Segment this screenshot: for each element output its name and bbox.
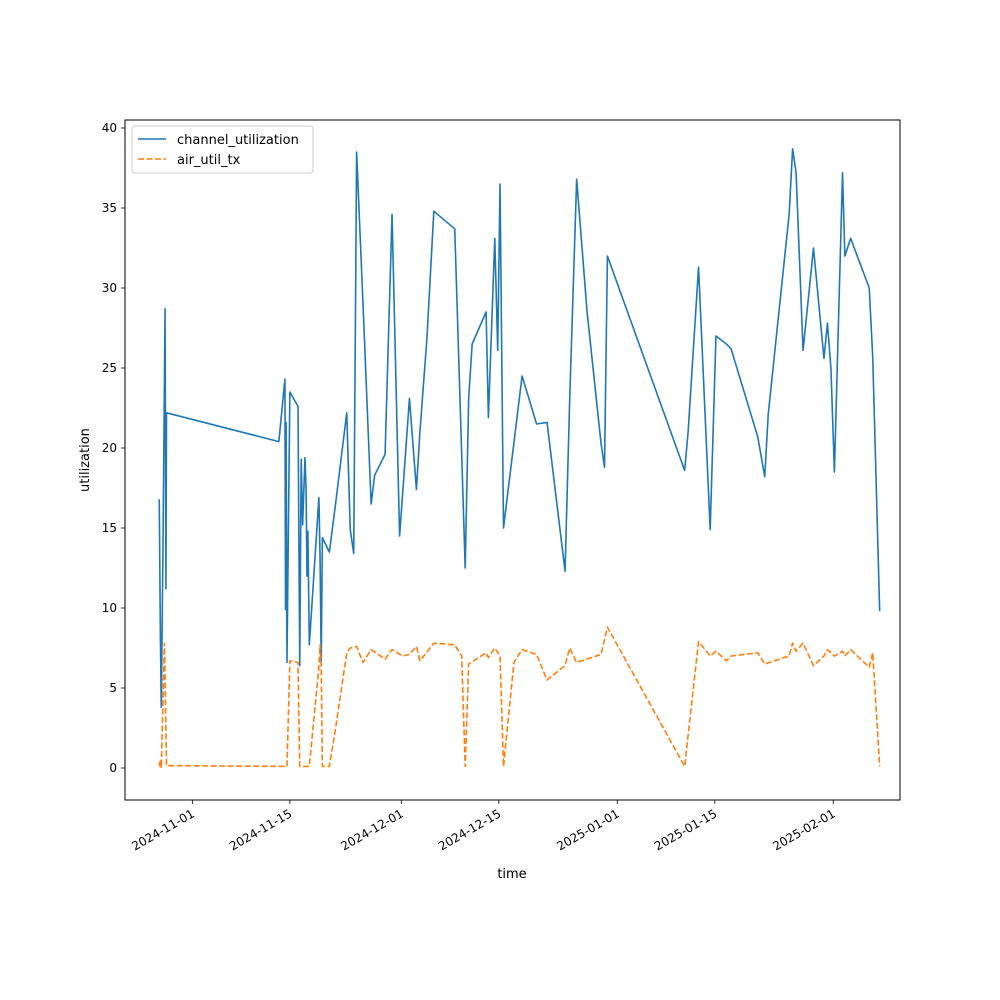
series-layer (158, 148, 881, 769)
plot-frame (124, 119, 901, 801)
y-tick-label: 15 (102, 521, 117, 535)
legend-label-air-util-tx: air_util_tx (177, 153, 241, 168)
legend-label-channel-utilization: channel_utilization (177, 133, 299, 148)
y-tick-label: 0 (109, 761, 117, 775)
legend-frame (131, 125, 314, 174)
x-axis-label: time (497, 867, 526, 882)
y-tick-label: 10 (102, 601, 117, 615)
y-tick-label: 25 (102, 361, 117, 375)
y-tick-label: 30 (102, 281, 117, 295)
y-tick-label: 40 (102, 121, 117, 135)
y-tick-label: 35 (102, 201, 117, 215)
series-line-air-util-tx (158, 626, 881, 769)
y-tick-label: 5 (109, 681, 117, 695)
y-axis: 0 5 10 15 20 25 30 35 40 (102, 121, 125, 775)
y-tick-label: 20 (102, 441, 117, 455)
y-axis-label: utilization (78, 428, 93, 492)
series-line-channel-utilization (158, 148, 881, 708)
legend: channel_utilization air_util_tx (131, 125, 314, 174)
